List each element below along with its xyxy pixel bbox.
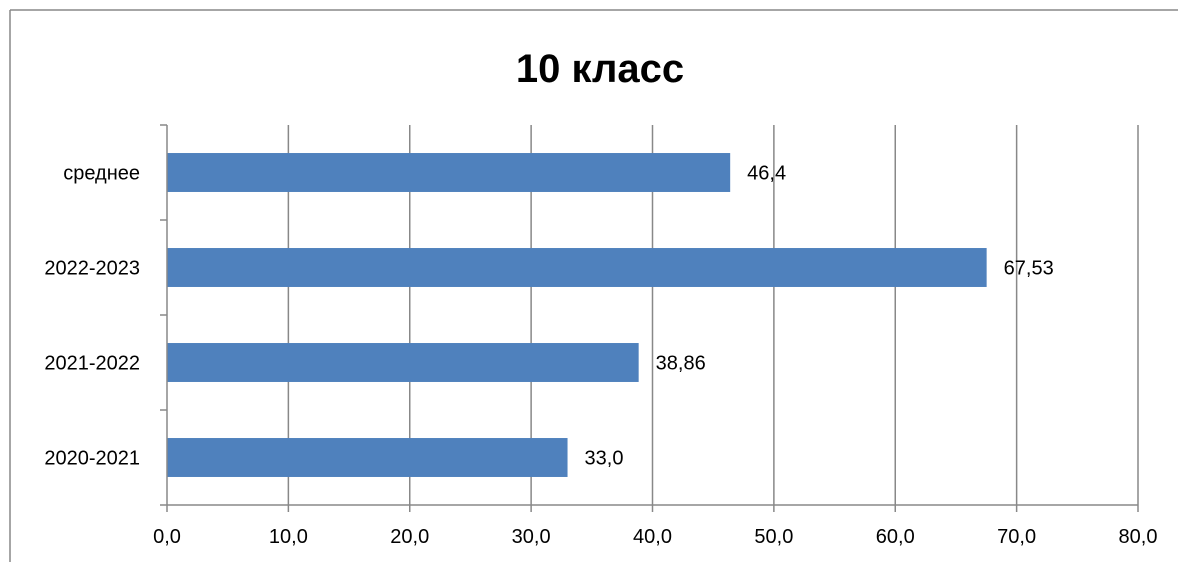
y-category-label: 2021-2022 — [44, 353, 140, 375]
y-category-label: среднее — [63, 163, 140, 185]
y-category-label: 2020-2021 — [44, 448, 140, 470]
x-tick-label: 60,0 — [876, 526, 915, 548]
bar — [167, 343, 639, 382]
bar — [167, 248, 987, 287]
x-tick-label: 20,0 — [390, 526, 429, 548]
bars-layer — [167, 153, 987, 477]
x-tick-label: 10,0 — [269, 526, 308, 548]
x-tick-label: 80,0 — [1119, 526, 1158, 548]
axes-layer — [160, 124, 1139, 512]
bar — [167, 153, 731, 192]
bar-data-label: 46,4 — [747, 163, 786, 185]
x-tick-label: 30,0 — [512, 526, 551, 548]
chart-title: 10 класс — [516, 47, 684, 91]
bar-data-label: 38,86 — [656, 353, 706, 375]
x-tick-label: 40,0 — [633, 526, 672, 548]
x-tick-label: 70,0 — [997, 526, 1036, 548]
bar-data-label: 33,0 — [585, 448, 624, 470]
x-tick-label: 50,0 — [754, 526, 793, 548]
y-category-label: 2022-2023 — [44, 258, 140, 280]
bar — [167, 438, 568, 477]
labels-layer: 0,0 10,0 20,0 30,0 40,0 50,0 60,0 70,0 80,0 средн… — [44, 163, 1157, 549]
x-tick-label: 0,0 — [153, 526, 181, 548]
bar-data-label: 67,53 — [1004, 258, 1054, 280]
